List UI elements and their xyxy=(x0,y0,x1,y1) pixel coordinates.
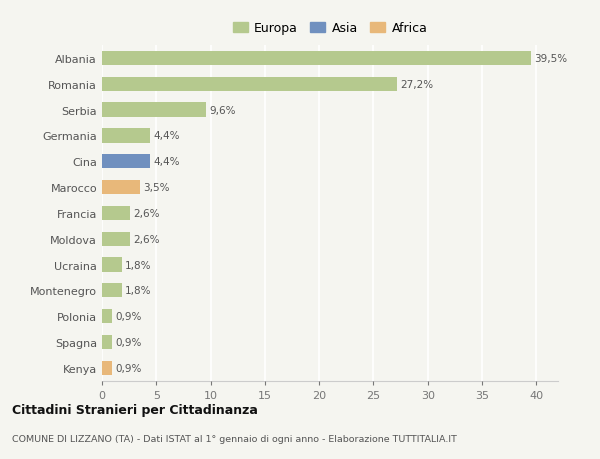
Bar xyxy=(102,129,150,143)
Bar xyxy=(102,335,112,349)
Text: 2,6%: 2,6% xyxy=(133,208,160,218)
Bar xyxy=(102,361,112,375)
Bar xyxy=(102,78,397,92)
Text: 9,6%: 9,6% xyxy=(209,106,236,115)
Text: 0,9%: 0,9% xyxy=(115,363,142,373)
Bar xyxy=(102,180,140,195)
Bar xyxy=(102,155,150,169)
Bar xyxy=(102,103,206,118)
Bar xyxy=(102,232,130,246)
Bar xyxy=(102,52,531,66)
Text: 27,2%: 27,2% xyxy=(401,79,434,90)
Text: 0,9%: 0,9% xyxy=(115,337,142,347)
Bar xyxy=(102,207,130,220)
Text: 1,8%: 1,8% xyxy=(125,260,151,270)
Text: 4,4%: 4,4% xyxy=(153,157,179,167)
Text: 4,4%: 4,4% xyxy=(153,131,179,141)
Text: 39,5%: 39,5% xyxy=(534,54,567,64)
Text: Cittadini Stranieri per Cittadinanza: Cittadini Stranieri per Cittadinanza xyxy=(12,403,258,416)
Legend: Europa, Asia, Africa: Europa, Asia, Africa xyxy=(229,19,431,39)
Text: 1,8%: 1,8% xyxy=(125,286,151,296)
Text: 0,9%: 0,9% xyxy=(115,312,142,321)
Bar xyxy=(102,284,122,298)
Text: COMUNE DI LIZZANO (TA) - Dati ISTAT al 1° gennaio di ogni anno - Elaborazione TU: COMUNE DI LIZZANO (TA) - Dati ISTAT al 1… xyxy=(12,434,457,442)
Text: 3,5%: 3,5% xyxy=(143,183,170,193)
Text: 2,6%: 2,6% xyxy=(133,234,160,244)
Bar xyxy=(102,258,122,272)
Bar xyxy=(102,309,112,324)
